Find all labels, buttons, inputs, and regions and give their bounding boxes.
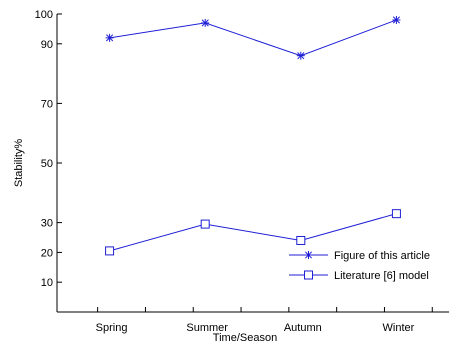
y-tick-label: 90	[41, 39, 53, 51]
data-point	[296, 51, 305, 60]
x-tick-label: Autumn	[284, 322, 322, 334]
series-line	[109, 213, 397, 252]
data-point	[391, 209, 401, 219]
x-axis-ticks: Spring Summer Autumn Winter	[96, 307, 433, 334]
legend-label: Figure of this article	[334, 250, 430, 262]
data-point	[105, 246, 115, 256]
x-axis-label: Time/Season	[213, 332, 277, 342]
y-axis-label: Stability%	[13, 139, 25, 188]
data-point	[296, 235, 306, 245]
data-point	[392, 15, 401, 24]
y-axis-ticks: 10 20 30 50 70 90 100	[35, 9, 62, 289]
y-tick-label: 70	[41, 98, 53, 110]
x-tick-label: Winter	[383, 322, 415, 334]
y-tick-label: 100	[35, 9, 53, 21]
y-tick-label: 10	[41, 277, 53, 289]
legend-label: Literature [6] model	[334, 270, 429, 282]
series-1	[105, 15, 401, 60]
axis-labels: Stability% Time/Season	[13, 139, 277, 342]
legend-marker	[304, 251, 313, 259]
y-tick-label: 30	[41, 218, 53, 230]
series-line	[109, 19, 397, 57]
axes	[56, 14, 449, 313]
data-point	[105, 33, 114, 42]
data-point	[201, 18, 210, 27]
x-tick-label: Summer	[186, 322, 228, 334]
legend-item: Figure of this article	[289, 250, 430, 262]
data-point	[200, 219, 210, 229]
series-2	[105, 209, 401, 256]
series-group	[105, 15, 401, 256]
y-tick-label: 50	[41, 158, 53, 170]
legend-marker	[304, 270, 313, 280]
legend: Figure of this article Literature [6] mod…	[289, 250, 430, 282]
legend-item: Literature [6] model	[289, 270, 429, 282]
y-tick-label: 20	[41, 247, 53, 259]
x-tick-label: Spring	[96, 322, 128, 334]
